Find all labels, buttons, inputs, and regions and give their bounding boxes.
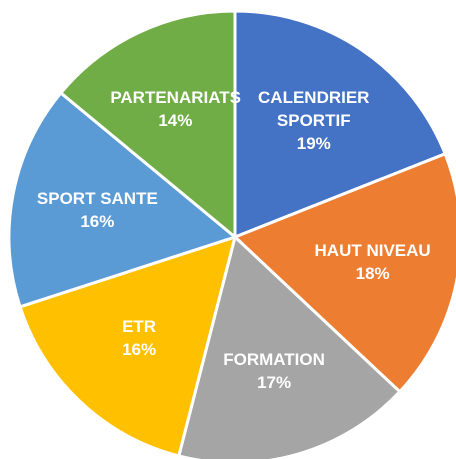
- slice-label: ETR 16%: [64, 299, 214, 379]
- value-label: 19%: [296, 133, 331, 153]
- slice-label-box: CALENDRIER SPORTIF 19%: [239, 81, 389, 161]
- value-label: 18%: [355, 264, 390, 284]
- category-label: CALENDRIER SPORTIF: [258, 87, 370, 130]
- category-label: SPORT SANTE: [36, 188, 158, 208]
- slice-label-box: SPORT SANTE 16%: [22, 171, 172, 251]
- pie-slice: [176, 234, 402, 459]
- slice-label: FORMATION 17%: [199, 332, 349, 412]
- pie-slice: [7, 90, 239, 309]
- slice-label-box: PARTENARIATS 14%: [100, 70, 250, 150]
- slice-label: SPORT SANTE 16%: [22, 171, 172, 251]
- value-label: 17%: [257, 372, 292, 392]
- slice-label: CALENDRIER SPORTIF 19%: [239, 81, 389, 161]
- value-label: 16%: [80, 211, 115, 231]
- slice-label-box: ETR 16%: [64, 299, 214, 379]
- value-label: 14%: [158, 111, 193, 131]
- pie-slice: [232, 151, 456, 394]
- slice-label-box: FORMATION 17%: [199, 332, 349, 412]
- pie-slice: [58, 9, 237, 241]
- value-label: 16%: [122, 340, 157, 360]
- slice-label: PARTENARIATS 14%: [100, 70, 250, 150]
- category-label: ETR: [122, 317, 157, 337]
- category-label: HAUT NIVEAU: [314, 241, 431, 261]
- category-label: FORMATION: [223, 349, 325, 369]
- category-label: PARTENARIATS: [110, 88, 241, 108]
- slice-label-box: HAUT NIVEAU 18%: [298, 223, 448, 303]
- pie-slice: [18, 234, 238, 458]
- slice-label: HAUT NIVEAU 18%: [298, 223, 448, 303]
- pie-slice: [233, 9, 448, 240]
